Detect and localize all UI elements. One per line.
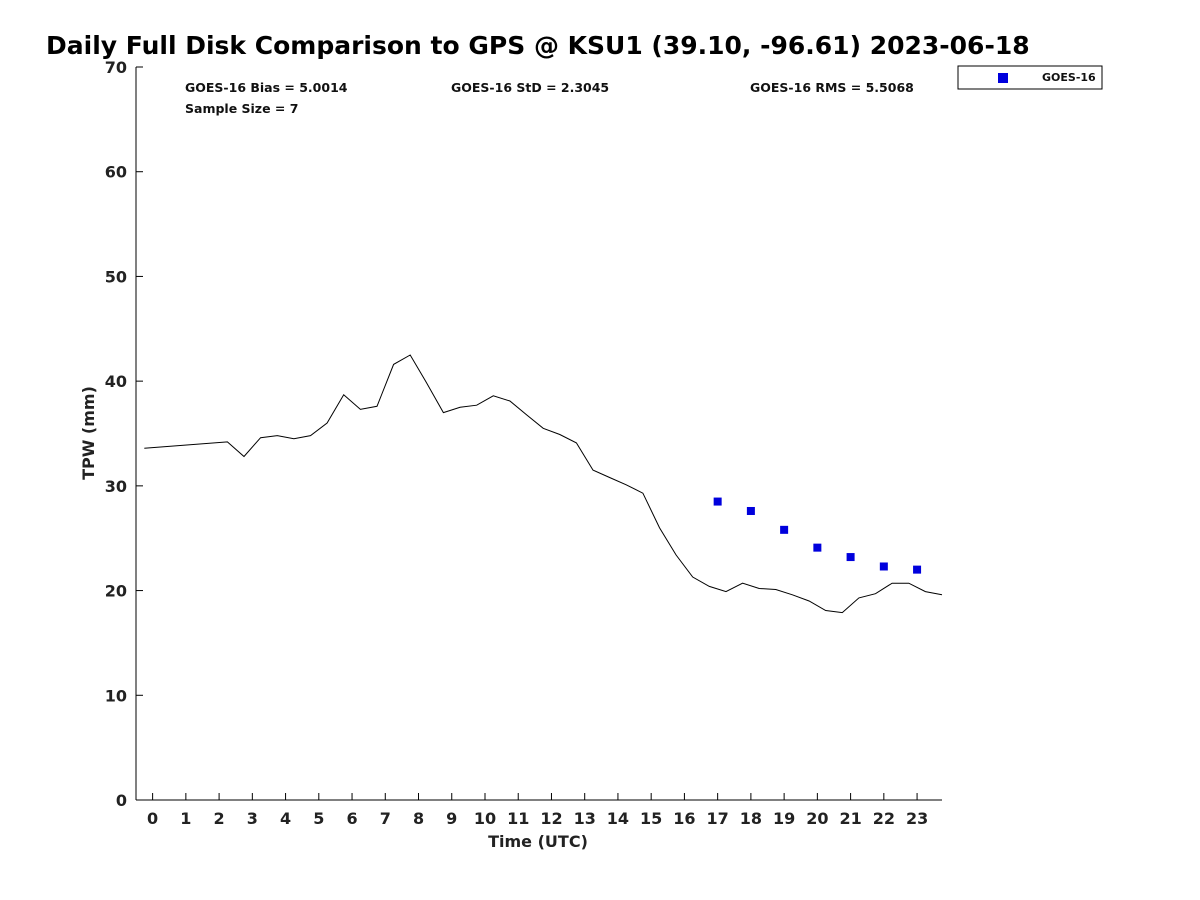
y-tick-label: 0 (116, 791, 127, 810)
x-tick-label: 3 (247, 809, 258, 828)
legend: GOES-16 (957, 65, 1103, 90)
y-tick-label: 60 (105, 163, 127, 182)
x-tick-label: 10 (474, 809, 496, 828)
x-tick-label: 7 (380, 809, 391, 828)
gps-tpw-line (144, 354, 943, 614)
x-axis-label: Time (UTC) (488, 832, 588, 851)
y-axis-label: TPW (mm) (79, 386, 98, 480)
x-tick-label: 21 (839, 809, 861, 828)
x-tick-label: 15 (640, 809, 662, 828)
x-tick-label: 5 (313, 809, 324, 828)
y-tick-label: 20 (105, 582, 127, 601)
x-tick-label: 0 (147, 809, 158, 828)
plot-area (135, 67, 942, 801)
goes16-point (746, 506, 755, 515)
rms-stat: GOES-16 RMS = 5.5068 (750, 80, 914, 95)
series-layer (144, 354, 943, 614)
x-tick-label: 2 (214, 809, 225, 828)
y-tick-label: 40 (105, 372, 127, 391)
legend-marker-goes16 (998, 73, 1008, 83)
x-tick-label: 11 (507, 809, 529, 828)
x-tick-label: 19 (773, 809, 795, 828)
x-tick-label: 13 (574, 809, 596, 828)
x-tick-label: 1 (180, 809, 191, 828)
x-tick-label: 14 (607, 809, 629, 828)
x-tick-label: 16 (673, 809, 695, 828)
x-tick-label: 6 (346, 809, 357, 828)
goes16-point (780, 525, 789, 534)
goes16-point (846, 553, 855, 562)
x-tick-label: 4 (280, 809, 291, 828)
y-tick-label: 10 (105, 686, 127, 705)
legend-label-goes16: GOES-16 (1042, 71, 1096, 84)
x-tick-label: 9 (446, 809, 457, 828)
x-tick-label: 23 (906, 809, 928, 828)
x-tick-label: 20 (806, 809, 828, 828)
x-tick-label: 12 (540, 809, 562, 828)
legend-box (957, 65, 1103, 90)
chart-title: Daily Full Disk Comparison to GPS @ KSU1… (46, 31, 1030, 60)
x-tick-label: 18 (740, 809, 762, 828)
x-axis-ticks: 0 1 2 3 4 5 6 7 8 9 10 11 12 13 14 15 16 17 18 19 20 21 22 23 (147, 793, 928, 828)
x-tick-label: 17 (707, 809, 729, 828)
x-tick-label: 22 (873, 809, 895, 828)
x-tick-label: 8 (413, 809, 424, 828)
sample-size-stat: Sample Size = 7 (185, 101, 298, 116)
goes16-point (813, 543, 822, 552)
goes16-point (879, 562, 888, 571)
y-tick-label: 50 (105, 267, 127, 286)
goes16-point (713, 497, 722, 506)
y-axis-ticks: 0 10 20 30 40 50 60 70 (105, 58, 143, 810)
std-stat: GOES-16 StD = 2.3045 (451, 80, 609, 95)
bias-stat: GOES-16 Bias = 5.0014 (185, 80, 348, 95)
y-tick-label: 70 (105, 58, 127, 77)
goes16-point (913, 565, 922, 574)
y-tick-label: 30 (105, 477, 127, 496)
